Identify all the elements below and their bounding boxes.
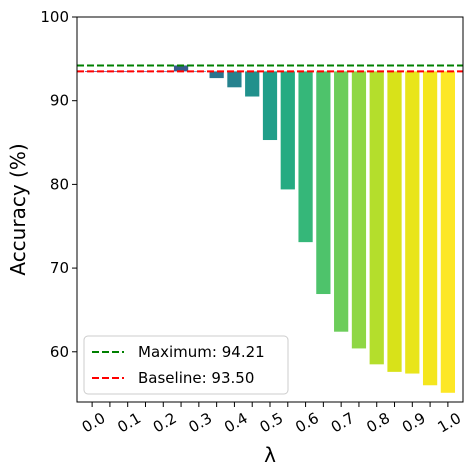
y-axis-ticks: 60 70 80 90 100 xyxy=(40,8,77,361)
bar xyxy=(351,71,367,349)
bar xyxy=(316,71,331,295)
bar xyxy=(298,71,313,243)
x-axis-label: λ xyxy=(264,443,276,467)
bars-layer xyxy=(85,65,455,393)
reference-lines-layer xyxy=(77,64,463,73)
x-tick-label: 0.0 xyxy=(79,409,109,437)
x-tick-label: 0.1 xyxy=(114,409,144,437)
x-tick-label: 1.0 xyxy=(435,409,465,437)
y-tick-label: 60 xyxy=(50,343,69,361)
y-tick-label: 100 xyxy=(40,8,69,26)
bar xyxy=(173,65,189,72)
bar xyxy=(369,71,384,365)
bar xyxy=(280,71,295,190)
x-tick-label: 0.4 xyxy=(221,409,251,437)
legend-box xyxy=(83,335,289,395)
x-tick-label: 0.3 xyxy=(186,409,216,437)
bar xyxy=(227,71,242,88)
x-tick-label: 0.2 xyxy=(150,409,180,437)
y-tick-label: 80 xyxy=(50,175,69,193)
bar xyxy=(262,71,278,141)
legend: Maximum: 94.21 Baseline: 93.50 xyxy=(83,335,289,395)
legend-label: Baseline: 93.50 xyxy=(138,369,254,387)
x-tick-label: 0.5 xyxy=(257,409,287,437)
bar xyxy=(209,71,224,79)
bar xyxy=(422,71,438,386)
y-axis-label: Accuracy (%) xyxy=(6,143,30,275)
x-axis-ticks: 0.0 0.1 0.2 0.3 0.4 0.5 0.6 0.7 0.8 0.9 1.0 xyxy=(79,402,464,436)
bar xyxy=(387,71,402,372)
y-tick-label: 70 xyxy=(50,259,69,277)
bar xyxy=(405,71,420,374)
legend-label: Maximum: 94.21 xyxy=(138,343,265,361)
bar xyxy=(334,71,349,332)
bar xyxy=(245,71,260,97)
bar xyxy=(440,71,455,393)
x-tick-label: 0.9 xyxy=(399,409,429,437)
x-tick-label: 0.7 xyxy=(328,409,358,437)
bar xyxy=(138,71,153,73)
y-tick-label: 90 xyxy=(50,92,69,110)
x-tick-label: 0.8 xyxy=(363,409,393,437)
x-tick-label: 0.6 xyxy=(292,409,322,437)
